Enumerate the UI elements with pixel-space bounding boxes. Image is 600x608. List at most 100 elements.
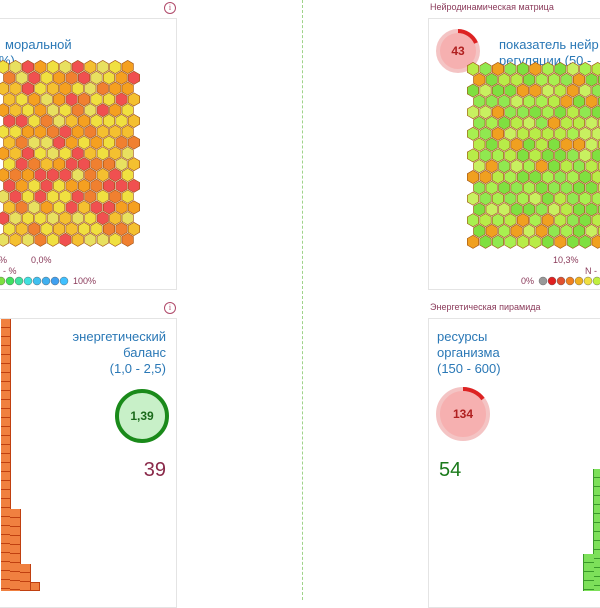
hex-cell bbox=[121, 146, 134, 161]
pyramid-column bbox=[30, 582, 40, 591]
hex-cell bbox=[491, 191, 504, 206]
hex-cell bbox=[529, 126, 542, 141]
hex-cell bbox=[15, 157, 28, 172]
hex-cell bbox=[523, 116, 536, 130]
hex-cell bbox=[109, 60, 122, 74]
hex-cell bbox=[504, 191, 517, 206]
hex-cell bbox=[591, 83, 600, 98]
hex-cell bbox=[498, 159, 511, 174]
section-title-pyramid: Энергетическая пирамида bbox=[430, 302, 541, 312]
panel-title-line1: энергетический bbox=[72, 329, 166, 344]
hex-cell bbox=[516, 126, 529, 141]
hex-cell bbox=[535, 202, 548, 217]
hex-cell bbox=[566, 191, 579, 206]
info-icon[interactable]: i bbox=[164, 2, 176, 14]
pyramid-column bbox=[20, 564, 31, 591]
hex-cell bbox=[473, 137, 486, 152]
hex-cell bbox=[46, 81, 59, 96]
hex-cell bbox=[28, 70, 41, 85]
hex-cell bbox=[554, 83, 567, 98]
hex-cell bbox=[548, 94, 561, 109]
hex-cell bbox=[9, 146, 22, 161]
hex-cell bbox=[535, 137, 548, 152]
hex-cell bbox=[103, 135, 115, 150]
legend-swatch bbox=[592, 276, 600, 286]
hex-cell bbox=[485, 137, 498, 152]
hex-cell bbox=[479, 170, 492, 184]
hex-cell bbox=[467, 234, 479, 249]
hex-cell bbox=[46, 211, 59, 226]
hex-cell bbox=[554, 170, 567, 184]
hex-cell bbox=[516, 148, 529, 163]
stat-text: % bbox=[0, 255, 7, 265]
hex-cell bbox=[34, 146, 47, 161]
hex-cell bbox=[523, 94, 536, 109]
hex-cell bbox=[554, 62, 567, 76]
hex-cell bbox=[78, 92, 91, 107]
hex-cell bbox=[510, 94, 523, 109]
hex-cell bbox=[535, 180, 548, 195]
legend-swatch bbox=[574, 276, 584, 286]
hex-cell bbox=[9, 124, 22, 139]
hex-cell bbox=[21, 211, 34, 226]
hex-cell bbox=[473, 202, 486, 217]
hex-cell bbox=[529, 83, 542, 98]
hex-cell bbox=[65, 178, 78, 193]
hex-cell bbox=[566, 105, 579, 120]
hex-cell bbox=[115, 222, 128, 236]
hex-cell bbox=[28, 222, 41, 236]
hex-cell bbox=[96, 146, 109, 161]
hex-cell bbox=[485, 116, 498, 130]
hex-cell bbox=[579, 83, 592, 98]
hex-cell bbox=[78, 200, 91, 215]
hex-cell bbox=[71, 211, 84, 226]
hex-cell bbox=[516, 213, 529, 228]
hex-cell bbox=[46, 189, 59, 204]
hex-cell bbox=[46, 103, 59, 118]
hex-cell bbox=[529, 191, 542, 206]
hex-cell bbox=[0, 232, 9, 247]
hex-cell bbox=[473, 180, 486, 195]
hex-cell bbox=[21, 189, 34, 204]
hex-cell bbox=[585, 94, 598, 109]
legend-swatch bbox=[23, 276, 33, 286]
hex-cell bbox=[15, 92, 28, 107]
hex-cell bbox=[485, 180, 498, 195]
panel-title-line2: организма bbox=[437, 345, 500, 360]
hex-cell bbox=[59, 60, 72, 74]
hex-cell bbox=[529, 105, 542, 120]
hex-cell bbox=[115, 178, 128, 193]
hex-cell bbox=[560, 137, 573, 152]
hex-cell bbox=[467, 126, 479, 141]
hex-cell bbox=[40, 200, 53, 215]
hex-cell bbox=[560, 72, 573, 87]
hex-cell bbox=[115, 157, 128, 172]
hex-cell bbox=[121, 211, 134, 226]
hex-cell bbox=[121, 232, 134, 247]
hex-cell bbox=[473, 159, 486, 174]
hex-cell bbox=[0, 103, 9, 118]
hex-cell bbox=[491, 234, 504, 249]
hex-cell bbox=[115, 200, 128, 215]
hex-cell bbox=[0, 146, 9, 161]
hex-cell bbox=[579, 191, 592, 206]
hex-cell bbox=[9, 168, 22, 182]
hex-cell bbox=[9, 60, 22, 74]
hex-cell bbox=[109, 189, 122, 204]
legend-start-label: 0% bbox=[521, 276, 535, 286]
hex-cell bbox=[573, 159, 585, 174]
hex-cell bbox=[541, 170, 554, 184]
hex-cell bbox=[103, 114, 115, 128]
hex-cell bbox=[121, 168, 134, 182]
hex-cell bbox=[573, 94, 585, 109]
hex-cell bbox=[498, 72, 511, 87]
hex-cell bbox=[0, 168, 9, 182]
hex-cell bbox=[71, 103, 84, 118]
hex-cell bbox=[560, 94, 573, 109]
pyramid-column bbox=[593, 469, 600, 591]
hex-cell bbox=[498, 116, 511, 130]
hex-cell bbox=[566, 170, 579, 184]
info-icon[interactable]: i bbox=[164, 302, 176, 314]
hex-cell bbox=[78, 114, 91, 128]
hex-cell bbox=[15, 135, 28, 150]
